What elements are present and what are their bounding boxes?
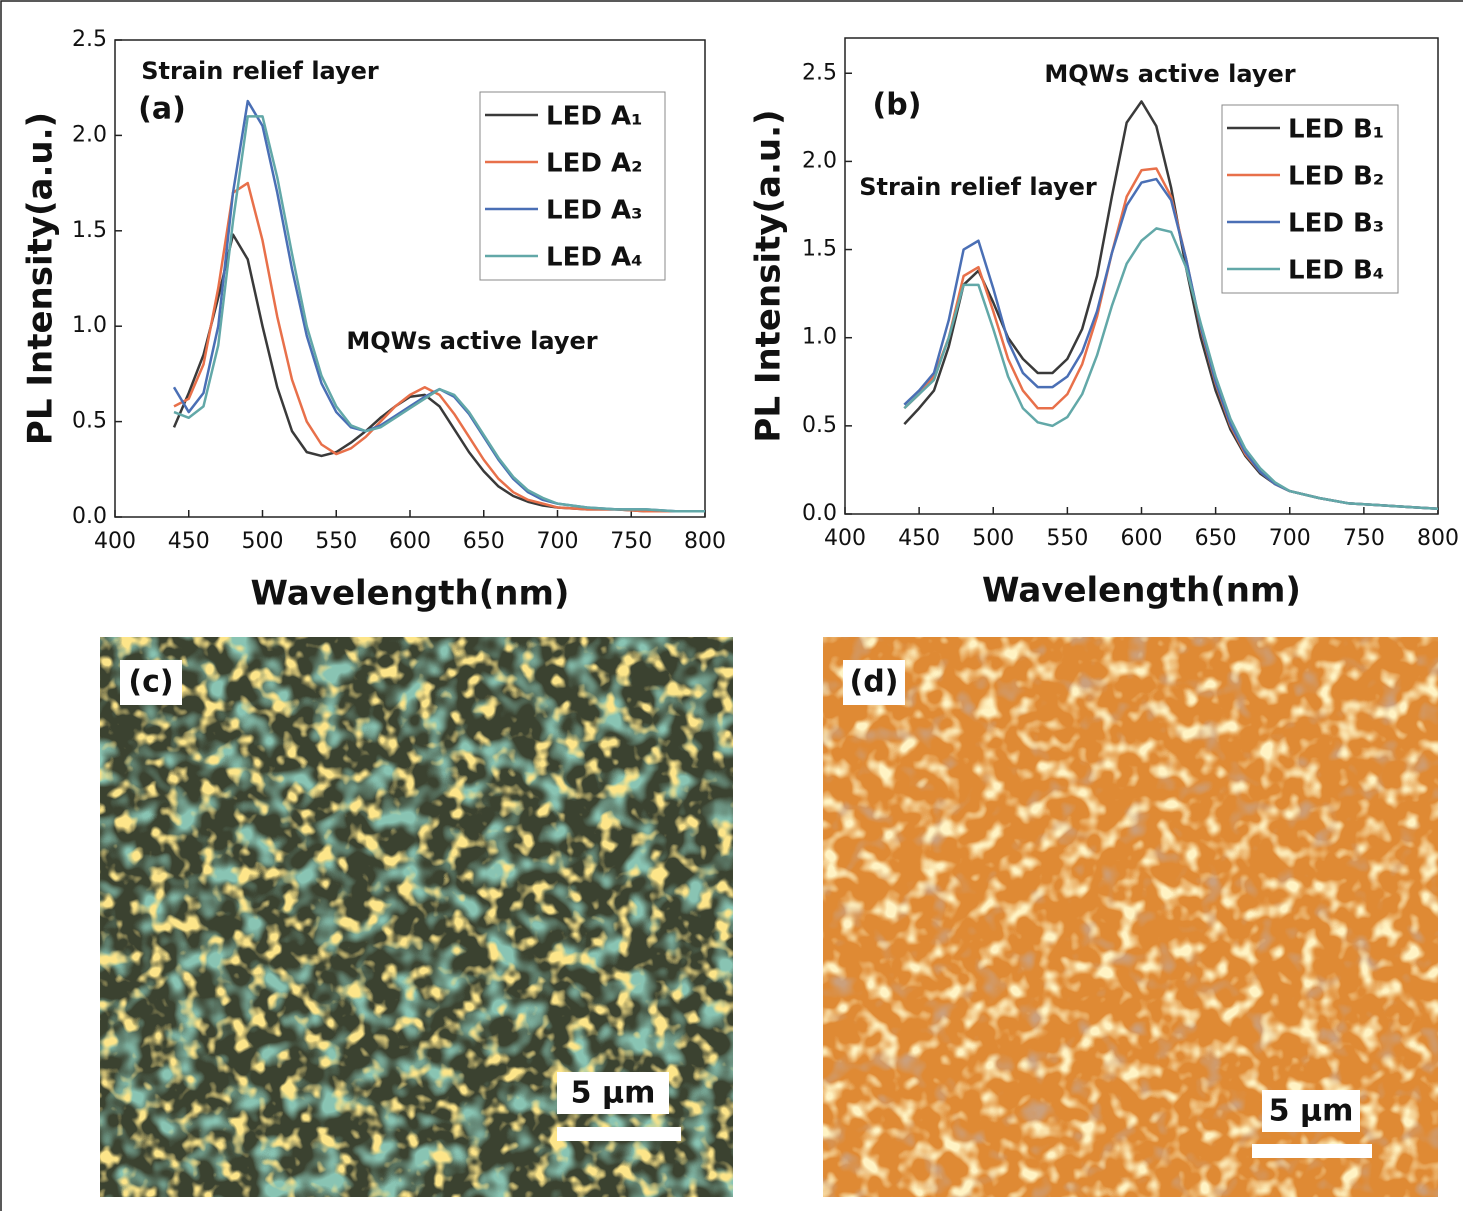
- data-line: [173, 181, 705, 513]
- legend-box: [1221, 104, 1399, 294]
- legend-label: LED B₄: [1288, 256, 1384, 286]
- annotation: MQWs active layer: [1044, 60, 1295, 88]
- y-tick-label: 2.5: [802, 60, 837, 85]
- y-tick-label: 2.0: [802, 148, 837, 173]
- x-axis-label: Wavelength(nm): [251, 574, 570, 614]
- panel-label: (a): [138, 92, 186, 127]
- legend-label: LED A₃: [546, 196, 642, 226]
- x-tick-label: 800: [1417, 526, 1459, 551]
- annotation: Strain relief layer: [141, 57, 379, 85]
- legend-label: LED A₁: [546, 102, 642, 132]
- x-tick-label: 600: [389, 529, 431, 554]
- y-tick-label: 1.5: [802, 237, 837, 262]
- data-line: [903, 227, 1439, 510]
- panel-label: (d): [850, 665, 899, 700]
- x-tick-label: 450: [898, 526, 940, 551]
- scale-bar-label: 5 μm: [571, 1076, 656, 1111]
- x-tick-label: 600: [1121, 526, 1163, 551]
- y-tick-label: 2.0: [72, 122, 107, 147]
- annotation: MQWs active layer: [346, 327, 597, 355]
- x-tick-label: 500: [242, 529, 284, 554]
- x-tick-label: 800: [684, 529, 726, 554]
- x-tick-label: 400: [94, 529, 136, 554]
- x-tick-label: 650: [1195, 526, 1237, 551]
- x-tick-label: 650: [463, 529, 505, 554]
- data-line: [173, 115, 705, 513]
- legend-label: LED A₄: [546, 243, 642, 273]
- x-tick-label: 750: [1343, 526, 1385, 551]
- y-tick-label: 1.0: [802, 325, 837, 350]
- y-axis-label: PL Intensity(a.u.): [749, 109, 789, 442]
- y-tick-label: 2.5: [72, 27, 107, 52]
- x-tick-label: 550: [315, 529, 357, 554]
- x-tick-label: 750: [610, 529, 652, 554]
- legend-box: [479, 91, 666, 281]
- y-tick-label: 1.0: [72, 313, 107, 338]
- x-tick-label: 700: [1269, 526, 1311, 551]
- y-tick-label: 0.0: [72, 504, 107, 529]
- x-tick-label: 400: [824, 526, 866, 551]
- legend-label: LED B₂: [1288, 162, 1384, 192]
- x-axis-label: Wavelength(nm): [982, 571, 1301, 611]
- panel-label: (b): [873, 88, 922, 123]
- panel-label: (c): [128, 665, 173, 700]
- y-tick-label: 0.5: [72, 409, 107, 434]
- y-tick-label: 1.5: [72, 218, 107, 243]
- x-tick-label: 500: [972, 526, 1014, 551]
- annotation: Strain relief layer: [859, 173, 1097, 201]
- legend-label: LED B₃: [1288, 209, 1384, 239]
- x-tick-label: 550: [1046, 526, 1088, 551]
- micrograph-d: [823, 637, 1438, 1197]
- micrograph-c: [100, 637, 733, 1197]
- y-axis-label: PL Intensity(a.u.): [21, 112, 61, 445]
- x-tick-label: 450: [168, 529, 210, 554]
- y-tick-label: 0.5: [802, 413, 837, 438]
- x-tick-label: 700: [537, 529, 579, 554]
- y-tick-label: 0.0: [802, 501, 837, 526]
- legend-label: LED B₁: [1288, 115, 1384, 145]
- scale-bar-label: 5 μm: [1269, 1094, 1354, 1129]
- legend-label: LED A₂: [546, 149, 642, 179]
